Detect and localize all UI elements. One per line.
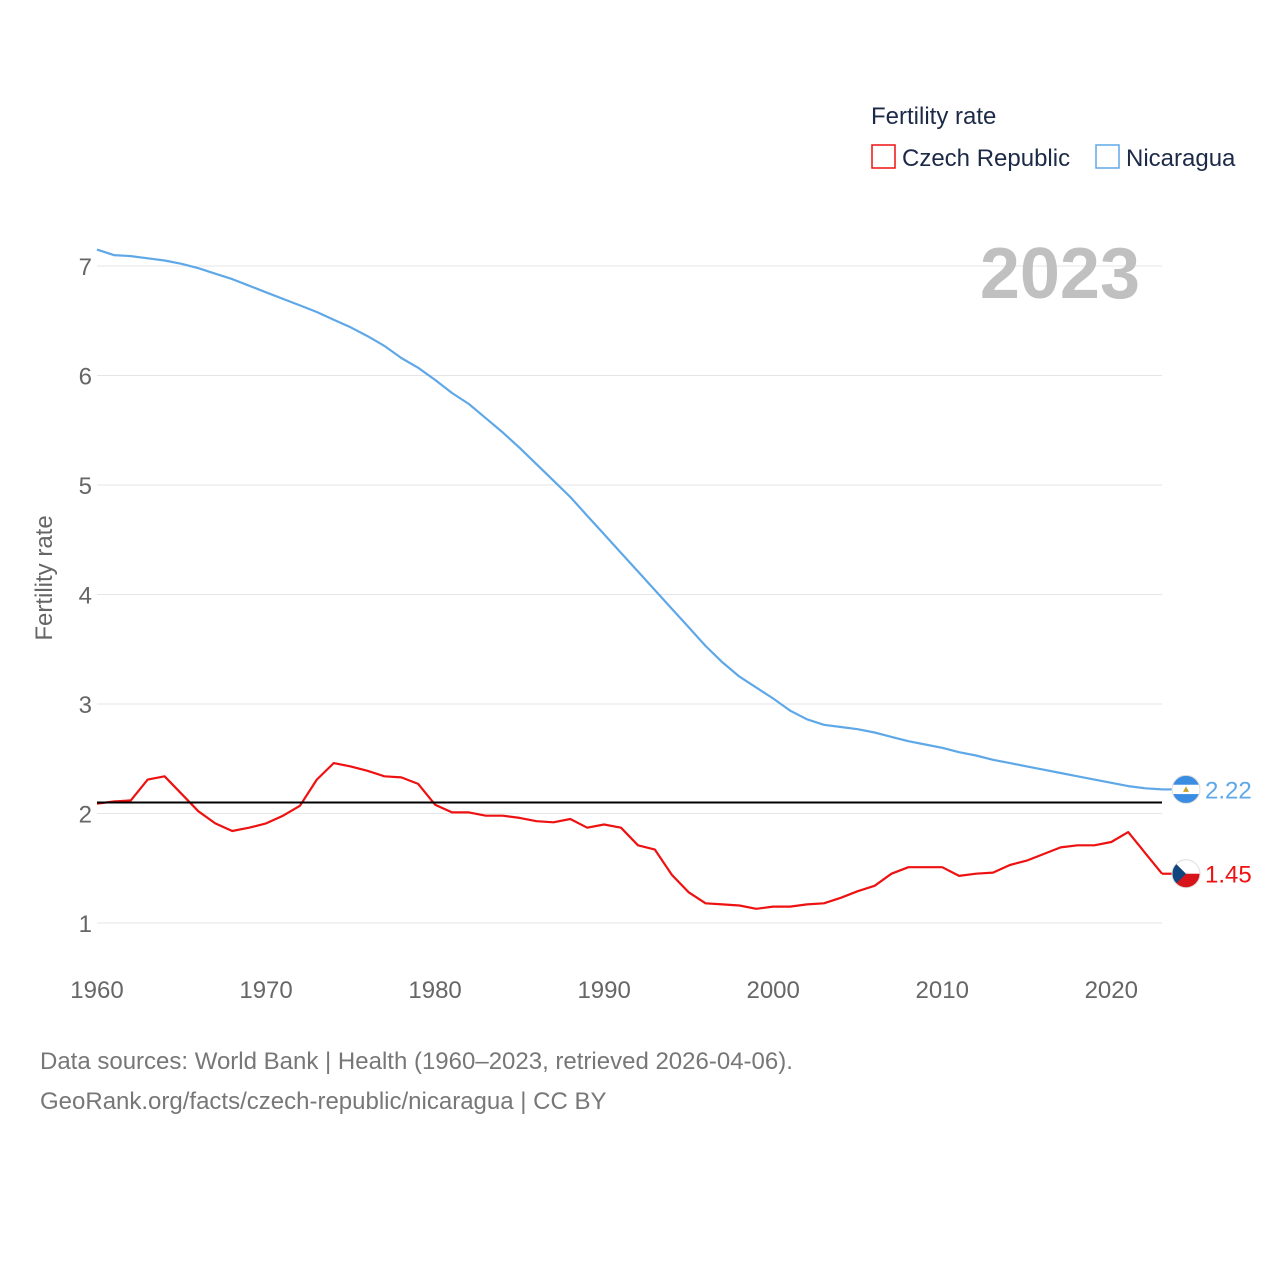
y-tick-label-6: 6 [79, 364, 92, 391]
legend: Fertility rate Czech Republic Nicaragua [871, 103, 1236, 172]
x-tick-label-1990: 1990 [577, 977, 630, 1004]
y-tick-label-5: 5 [79, 473, 92, 500]
x-axis-ticks: 1960 1970 1980 1990 2000 2010 2020 [70, 977, 1138, 1004]
footer-sources: Data sources: World Bank | Health (1960–… [40, 1048, 793, 1075]
y-tick-label-3: 3 [79, 692, 92, 719]
y-axis-ticks: 1 2 3 4 5 6 7 [79, 254, 92, 938]
legend-item-czech-republic[interactable]: Czech Republic [871, 144, 1070, 172]
legend-label-czech: Czech Republic [902, 145, 1070, 172]
y-tick-label-2: 2 [79, 802, 92, 829]
legend-item-nicaragua[interactable]: Nicaragua [1095, 144, 1236, 172]
czech-flag-icon [1171, 859, 1201, 889]
x-tick-label-1960: 1960 [70, 977, 123, 1004]
end-value-label-nicaragua: 2.22 [1205, 777, 1252, 804]
end-value-label-czech-republic: 1.45 [1205, 862, 1252, 889]
y-tick-label-7: 7 [79, 254, 92, 281]
series-line-czech-republic [96, 761, 1163, 910]
x-tick-label-2020: 2020 [1085, 977, 1138, 1004]
gridlines [97, 265, 1162, 924]
footer: Data sources: World Bank | Health (1960–… [40, 1042, 1240, 1122]
legend-swatch-czech [871, 144, 896, 169]
legend-swatch-nicaragua [1095, 144, 1120, 169]
legend-title: Fertility rate [871, 103, 996, 130]
y-tick-label-1: 1 [79, 911, 92, 938]
end-markers: 1.45 2.22 [1162, 774, 1252, 889]
series-lines [96, 248, 1163, 910]
x-tick-label-1970: 1970 [239, 977, 292, 1004]
x-tick-label-1980: 1980 [408, 977, 461, 1004]
x-tick-label-2000: 2000 [746, 977, 799, 1004]
footer-attribution: GeoRank.org/facts/czech-republic/nicarag… [40, 1088, 607, 1115]
line-chart: 1 2 3 4 5 6 7 1960 1970 1980 1990 2000 2010 2020 Fer… [31, 103, 1252, 1004]
legend-label-nicaragua: Nicaragua [1126, 145, 1236, 172]
nicaragua-flag-icon [1171, 774, 1201, 804]
y-tick-label-4: 4 [79, 583, 92, 610]
x-tick-label-2010: 2010 [916, 977, 969, 1004]
series-line-nicaragua [96, 248, 1163, 791]
y-axis-title: Fertility rate [31, 515, 58, 640]
year-label: 2023 [980, 234, 1140, 314]
